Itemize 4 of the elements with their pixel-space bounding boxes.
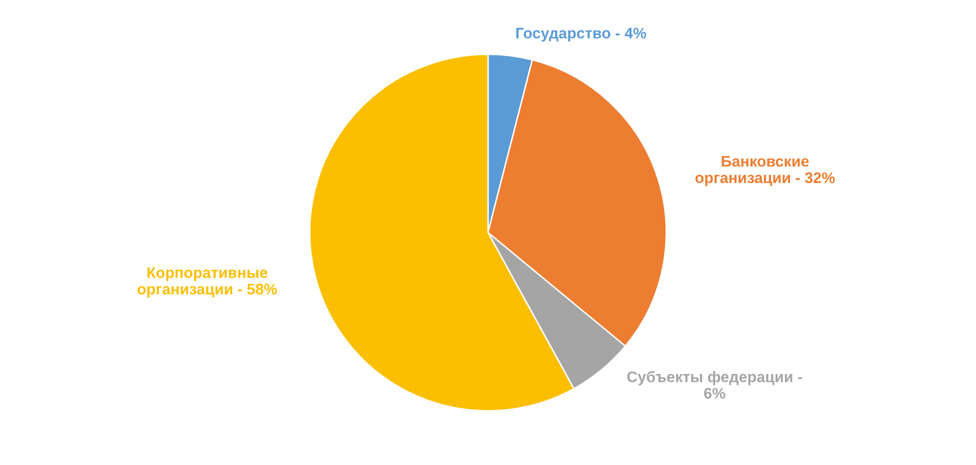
slice-label: Государство - 4%	[516, 28, 646, 42]
slice-label: Субъекты федерации - 6%	[627, 370, 802, 399]
slice-label: Корпоративные организации - 58%	[138, 267, 277, 298]
slice-label: Банковские организации - 32%	[695, 156, 835, 186]
